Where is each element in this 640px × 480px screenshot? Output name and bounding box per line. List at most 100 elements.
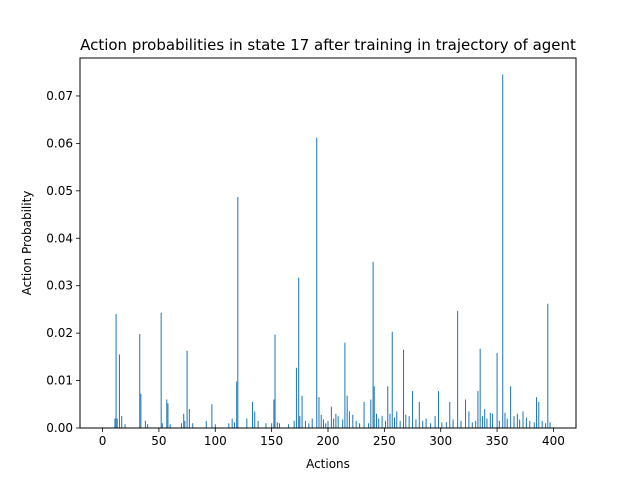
bar-action-373 [522, 411, 524, 428]
x-axis-label: Actions [306, 457, 350, 471]
bar-action-70 [180, 423, 182, 428]
bar-action-33 [139, 334, 141, 428]
bar-action-57 [166, 399, 168, 428]
bars-group [114, 74, 551, 428]
bar-action-257 [391, 331, 393, 428]
bar-action-253 [387, 386, 389, 428]
bar-action-301 [441, 422, 443, 428]
bar-action-287 [425, 418, 427, 428]
bar-action-264 [399, 420, 401, 428]
bar-action-12 [115, 314, 117, 428]
bar-action-183 [308, 423, 310, 428]
x-tick-label: 100 [204, 434, 227, 448]
y-tick-label: 0.04 [46, 231, 73, 245]
bar-action-180 [304, 420, 306, 428]
bar-action-243 [375, 413, 377, 428]
bar-action-251 [384, 420, 386, 428]
bar-action-190 [316, 137, 318, 428]
bar-action-170 [293, 420, 295, 428]
bar-action-335 [479, 348, 481, 428]
bar-action-267 [403, 349, 405, 428]
bar-action-75 [186, 350, 188, 428]
y-tick-label: 0.06 [46, 136, 73, 150]
bar-action-359 [506, 418, 508, 428]
bar-action-272 [408, 416, 410, 428]
bar-action-135 [254, 411, 256, 428]
bar-action-15 [118, 354, 120, 428]
x-tick-label: 350 [486, 434, 509, 448]
bar-action-80 [192, 423, 194, 428]
y-tick-label: 0.02 [46, 326, 73, 340]
bar-action-228 [359, 423, 361, 428]
bar-action-305 [445, 422, 447, 428]
y-tick-label: 0.05 [46, 184, 73, 198]
bar-action-34 [140, 393, 142, 428]
bar-action-138 [257, 420, 259, 428]
bar-action-295 [434, 416, 436, 428]
bar-action-355 [502, 74, 504, 428]
bar-action-60 [169, 424, 171, 428]
bar-action-245 [378, 418, 380, 428]
bar-action-157 [279, 423, 281, 428]
y-axis-label: Action Probability [20, 191, 34, 296]
x-tick-label: 200 [317, 434, 340, 448]
bar-action-115 [231, 418, 233, 428]
bar-action-379 [529, 420, 531, 428]
bar-action-368 [516, 413, 518, 428]
bar-action-58 [167, 403, 169, 428]
bar-action-205 [333, 418, 335, 428]
bar-action-376 [525, 417, 527, 428]
bar-action-215 [344, 342, 346, 428]
bar-action-186 [311, 418, 313, 428]
bar-action-281 [418, 401, 420, 428]
bar-action-17 [121, 416, 123, 428]
bar-action-97 [211, 404, 213, 428]
x-tick-label: 0 [99, 434, 107, 448]
bar-action-365 [513, 416, 515, 428]
bar-action-362 [510, 386, 512, 428]
bar-action-240 [372, 261, 374, 428]
bar-action-112 [228, 423, 230, 428]
bar-action-284 [422, 420, 424, 428]
bar-action-217 [346, 395, 348, 428]
bar-action-248 [381, 416, 383, 428]
bar-action-145 [265, 423, 267, 428]
bar-action-232 [363, 401, 365, 428]
bar-action-177 [301, 395, 303, 428]
plot-frame [79, 57, 577, 429]
bar-action-200 [327, 420, 329, 428]
bar-action-390 [541, 420, 543, 428]
bar-action-328 [471, 422, 473, 428]
bar-action-77 [188, 409, 190, 428]
bar-action-92 [205, 420, 207, 428]
bar-action-192 [318, 397, 320, 428]
bar-action-153 [274, 334, 276, 428]
bar-action-318 [460, 420, 462, 428]
bar-action-346 [492, 413, 494, 428]
bar-action-397 [549, 422, 551, 428]
bar-action-20 [124, 424, 126, 428]
bar-action-311 [452, 419, 454, 428]
y-tick-label: 0.03 [46, 279, 73, 293]
y-tick-label: 0.01 [46, 374, 73, 388]
bar-action-203 [330, 406, 332, 428]
bar-action-331 [475, 420, 477, 428]
y-axis-ticks: 0.00 0.01 0.02 0.03 0.04 0.05 0.06 0.07 [46, 89, 80, 435]
y-tick-label: 0.00 [46, 421, 73, 435]
bar-action-241 [373, 386, 375, 428]
bar-action-278 [415, 419, 417, 428]
bar-action-275 [412, 391, 414, 428]
bar-action-198 [325, 423, 327, 428]
x-tick-label: 300 [429, 434, 452, 448]
bar-action-128 [246, 418, 248, 428]
bar-action-341 [486, 418, 488, 428]
bar-action-357 [504, 412, 506, 428]
bar-action-213 [342, 419, 344, 428]
bar-action-352 [498, 420, 500, 428]
bar-action-100 [214, 424, 216, 428]
bar-action-225 [355, 420, 357, 428]
bar-action-38 [144, 420, 146, 428]
bar-action-196 [322, 419, 324, 428]
bar-action-207 [335, 413, 337, 428]
